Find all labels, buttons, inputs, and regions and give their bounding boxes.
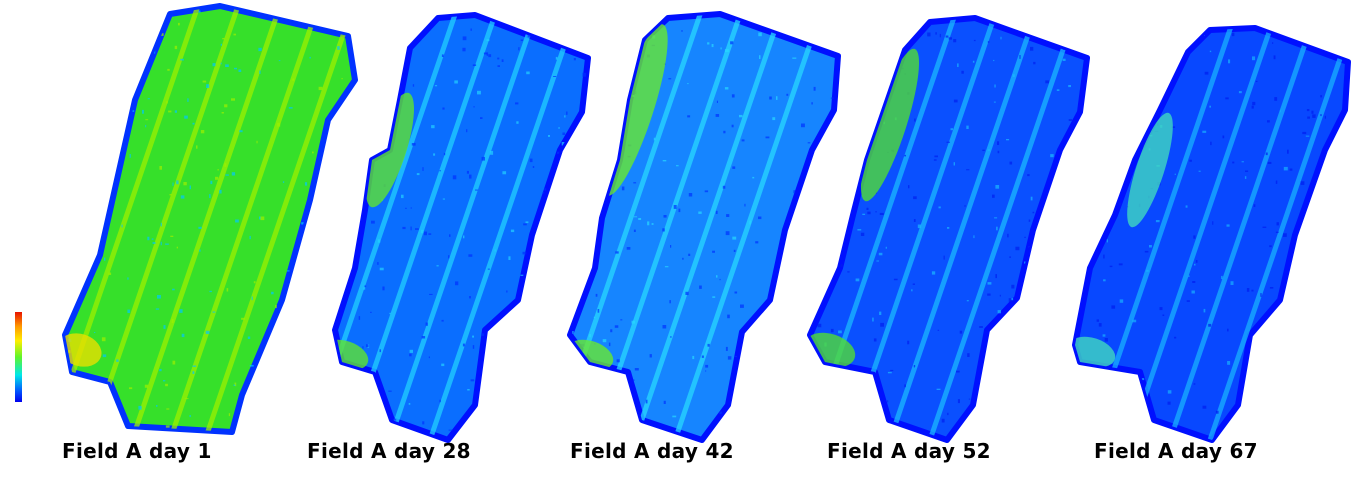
caption-day-28: Field A day 28: [307, 439, 471, 463]
field-image-day-52: [805, 0, 1105, 443]
field-image-day-1: [50, 0, 358, 440]
field-image-day-28: [300, 0, 600, 443]
field-image-day-42: [550, 0, 850, 443]
color-scale-bar: [15, 312, 22, 402]
field-image-day-67: [1070, 0, 1370, 443]
caption-day-67: Field A day 67: [1094, 439, 1258, 463]
caption-day-1: Field A day 1: [62, 439, 212, 463]
caption-day-42: Field A day 42: [570, 439, 734, 463]
caption-day-52: Field A day 52: [827, 439, 991, 463]
